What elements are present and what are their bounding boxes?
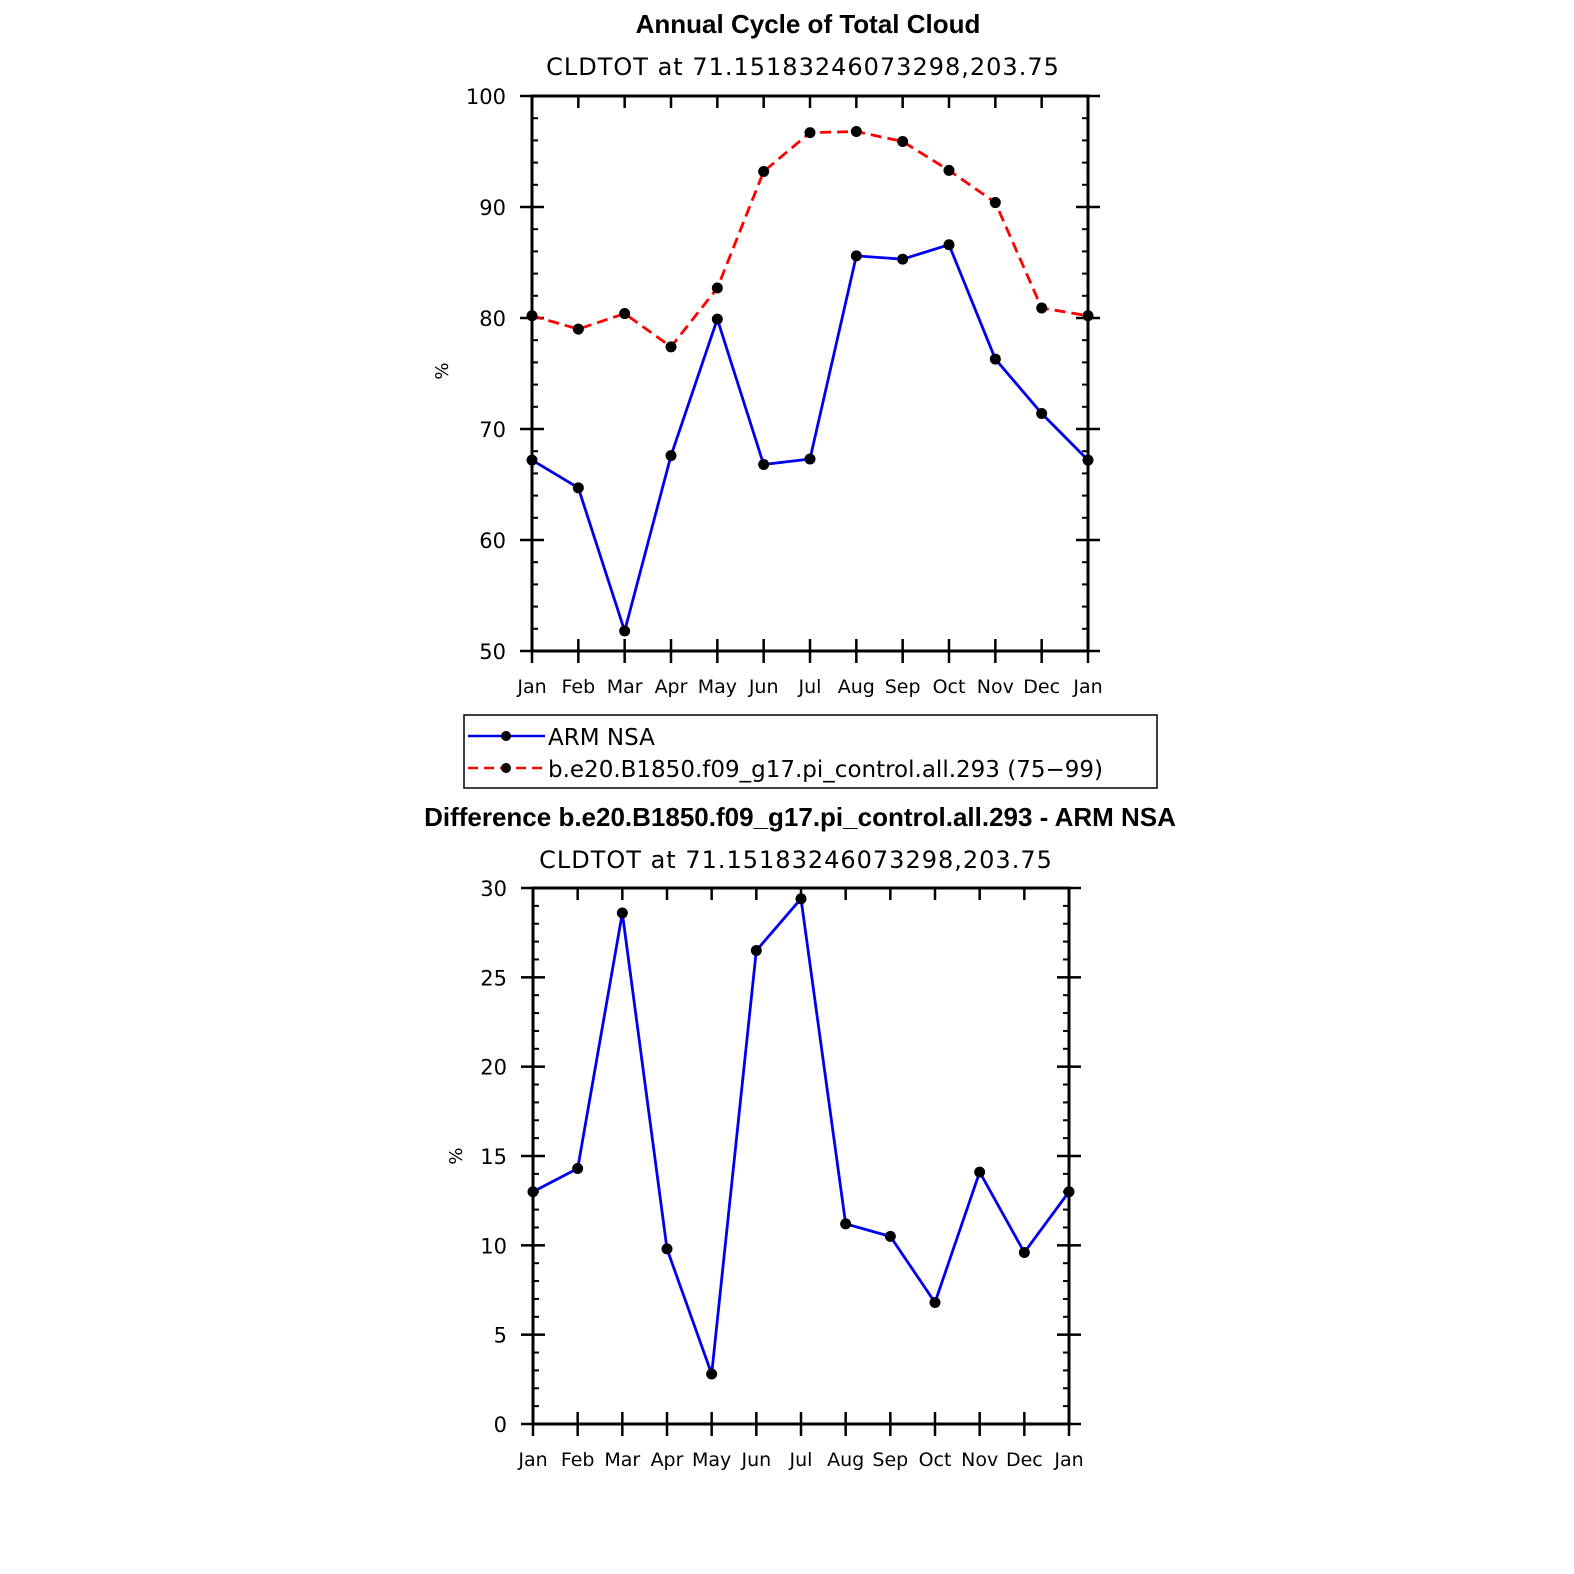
data-point (974, 1166, 986, 1178)
x-tick-label: Nov (961, 1449, 998, 1471)
y-tick-label: 15 (480, 1145, 507, 1169)
data-point (665, 450, 677, 462)
series-line-1 (531, 130, 1089, 349)
data-point (572, 323, 584, 335)
data-point (706, 1368, 718, 1380)
data-point (840, 1218, 852, 1230)
y-tick-label: 20 (480, 1056, 507, 1080)
x-tick-label: Mar (604, 1449, 640, 1471)
data-point (804, 127, 816, 139)
x-tick-label: Apr (651, 1449, 684, 1471)
series-line-0 (532, 897, 1071, 1376)
x-tick-label: Jan (517, 1449, 547, 1471)
annual-cycle-panel: Annual Cycle of Total Cloud CLDTOT at 71… (432, 9, 1103, 698)
y-tick-label: 60 (479, 529, 506, 553)
difference-panel: Difference b.e20.B1850.f09_g17.pi_contro… (424, 802, 1176, 1471)
x-tick-label: Sep (885, 676, 921, 698)
data-point (929, 1297, 941, 1309)
data-point (1036, 407, 1048, 419)
y-tick-label: 10 (480, 1234, 507, 1258)
data-point (616, 907, 628, 919)
x-tick-label: Jun (740, 1449, 771, 1471)
x-tick-label: Jan (1053, 1449, 1083, 1471)
data-point (943, 239, 955, 251)
data-point (750, 945, 762, 957)
y-tick-label: 5 (494, 1324, 507, 1348)
x-tick-label: Jun (748, 676, 779, 698)
chart-subtitle: CLDTOT at 71.15183246073298,203.75 (539, 846, 1053, 874)
data-point (572, 482, 584, 494)
y-axis-label: % (432, 362, 453, 379)
data-point (884, 1230, 896, 1242)
y-tick-label: 25 (480, 966, 507, 990)
y-tick-label: 50 (479, 640, 506, 664)
x-tick-label: May (698, 676, 737, 698)
legend-marker-model (501, 763, 511, 773)
legend: ARM NSA b.e20.B1850.f09_g17.pi_control.a… (463, 714, 1158, 789)
x-tick-label: Feb (561, 1449, 595, 1471)
x-tick-label: Jul (789, 1449, 813, 1471)
data-point (804, 453, 816, 465)
data-point (1036, 302, 1048, 314)
data-point (850, 250, 862, 262)
data-point (572, 1163, 584, 1175)
y-tick-label: 70 (479, 418, 506, 442)
chart-marks: 50 60 70 80 90 100 Jan Feb Mar Apr May Jun Jul Aug Sep… (466, 85, 1103, 698)
y-tick-label: 90 (479, 196, 506, 220)
x-tick-label: Oct (919, 1449, 952, 1471)
data-point (711, 313, 723, 325)
chart-marks: 0 5 10 15 20 25 30 Jan Feb Mar Apr May Jun Jul Aug Sep O… (480, 877, 1083, 1471)
data-point (619, 625, 631, 637)
x-tick-label: Jan (1072, 676, 1102, 698)
legend-label-arm-nsa: ARM NSA (548, 725, 655, 751)
y-tick-label: 30 (480, 877, 507, 901)
x-tick-label: Sep (872, 1449, 908, 1471)
legend-box (463, 714, 1158, 789)
x-tick-label: Dec (1023, 676, 1060, 698)
data-point (943, 164, 955, 176)
y-tick-label: 0 (494, 1413, 507, 1437)
data-point (661, 1243, 673, 1255)
data-point (989, 353, 1001, 365)
x-tick-label: Oct (933, 676, 966, 698)
data-point (897, 136, 909, 148)
data-point (758, 165, 770, 177)
data-point (989, 197, 1001, 209)
legend-label-model: b.e20.B1850.f09_g17.pi_control.all.293 (… (548, 757, 1103, 783)
series-line-0 (531, 243, 1089, 633)
data-point (758, 459, 770, 471)
y-axis-label: % (446, 1147, 467, 1164)
legend-marker-arm-nsa (501, 731, 511, 741)
data-point (795, 893, 807, 905)
data-point (897, 253, 909, 265)
plot-frame (530, 94, 1090, 653)
x-tick-label: Dec (1006, 1449, 1043, 1471)
chart-subtitle: CLDTOT at 71.15183246073298,203.75 (546, 53, 1060, 81)
y-tick-label: 100 (466, 85, 506, 109)
chart-title: Annual Cycle of Total Cloud (636, 9, 981, 39)
data-point (619, 308, 631, 320)
x-tick-label: May (692, 1449, 731, 1471)
y-tick-label: 80 (479, 307, 506, 331)
data-point (711, 282, 723, 294)
x-tick-label: Aug (838, 676, 875, 698)
x-tick-label: Feb (562, 676, 596, 698)
x-tick-label: Nov (977, 676, 1014, 698)
x-tick-label: Jul (798, 676, 822, 698)
plot-frame (531, 886, 1071, 1426)
x-tick-label: Aug (827, 1449, 864, 1471)
data-point (850, 126, 862, 138)
x-tick-label: Mar (607, 676, 643, 698)
data-point (1018, 1246, 1030, 1258)
data-point (665, 341, 677, 353)
x-tick-label: Apr (655, 676, 688, 698)
chart-title: Difference b.e20.B1850.f09_g17.pi_contro… (424, 802, 1176, 832)
x-tick-label: Jan (516, 676, 546, 698)
